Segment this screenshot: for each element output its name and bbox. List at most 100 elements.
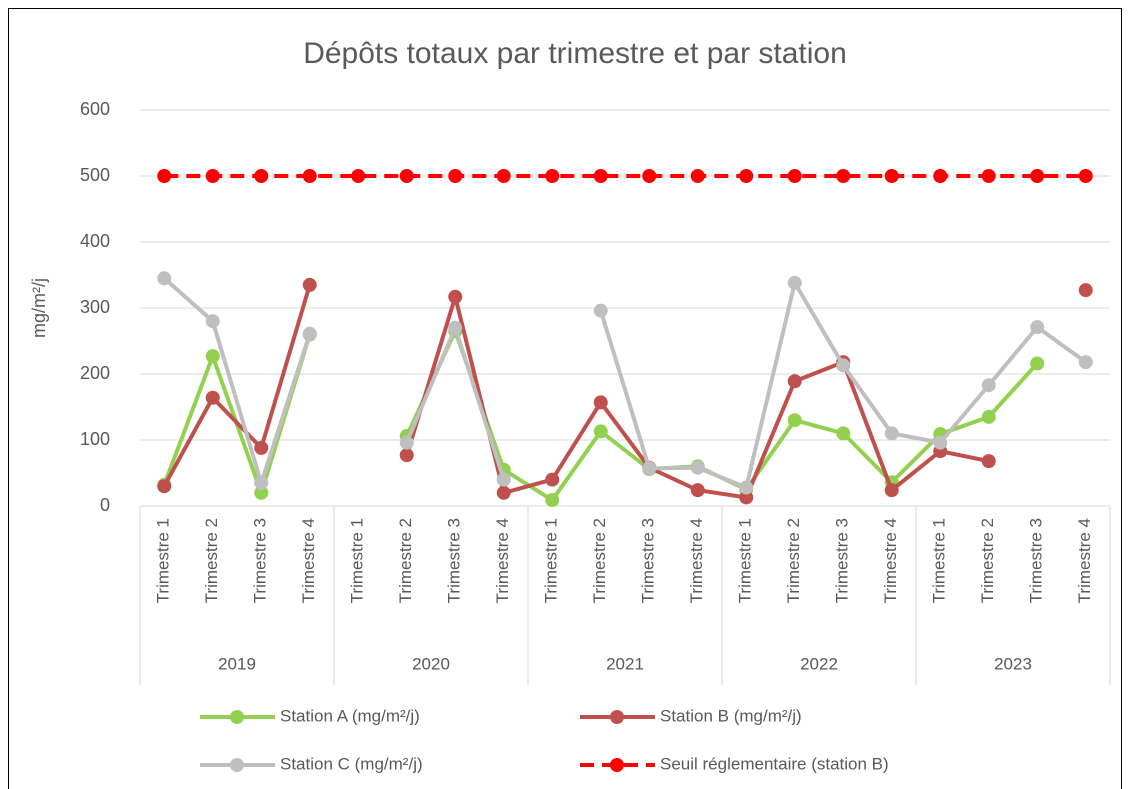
x-group-label: 2021 [606,654,644,673]
y-tick-label: 0 [100,495,110,515]
series-marker [593,424,608,439]
series-line [404,325,506,481]
series-marker [157,271,172,286]
series-marker [205,314,220,329]
series-marker [739,169,754,183]
series-marker [1030,356,1045,371]
legend-label: Station C (mg/m²/j) [280,754,423,773]
x-group-label: 2023 [994,654,1032,673]
x-group-label: 2019 [218,654,256,673]
x-tick-label: Trimestre 2 [978,518,997,603]
series-marker [739,480,754,495]
y-tick-label: 200 [80,363,110,383]
x-tick-label: Trimestre 4 [493,518,512,603]
x-tick-label: Trimestre 4 [299,518,318,603]
series-marker [690,169,705,183]
x-tick-label: Trimestre 3 [1027,518,1046,603]
series-marker [981,169,996,183]
series-line [162,276,312,485]
series-marker [787,169,802,183]
series-marker [593,395,608,410]
series-marker [642,169,657,183]
x-tick-label: Trimestre 1 [348,518,367,603]
y-tick-label: 600 [80,99,110,119]
x-tick-label: Trimestre 4 [687,518,706,603]
series-marker [836,426,851,441]
series-marker [448,169,463,183]
series-marker [545,169,560,183]
series-marker [545,472,560,487]
y-tick-label: 100 [80,429,110,449]
series-marker [787,374,802,389]
x-tick-label: Trimestre 1 [542,518,561,603]
y-tick-label: 400 [80,231,110,251]
series-marker [302,326,317,341]
series-marker [254,440,269,455]
series-marker [496,169,511,183]
x-tick-label: Trimestre 1 [930,518,949,603]
series-marker [302,169,317,183]
series-marker [836,358,851,373]
legend-label: Seuil réglementaire (station B) [660,754,889,773]
legend-label: Station B (mg/m²/j) [660,706,802,725]
series-marker [593,169,608,183]
series-marker [399,169,414,183]
x-tick-label: Trimestre 1 [154,518,173,603]
series-marker [739,490,754,505]
series-marker [545,493,560,508]
x-tick-label: Trimestre 2 [784,518,803,603]
series-marker [933,169,948,183]
series-marker [496,472,511,487]
chart-title: Dépôts totaux par trimestre et par stati… [303,37,847,70]
legend-marker [230,758,244,772]
series-marker [205,169,220,183]
series-marker [254,475,269,490]
series-marker [884,426,899,441]
series-marker [884,483,899,498]
x-tick-label: Trimestre 1 [736,518,755,603]
series-marker [351,169,366,183]
series-marker [254,485,269,500]
series-marker [884,169,899,183]
series-marker [205,349,220,364]
series-marker [1078,169,1093,183]
series-marker [593,303,608,318]
series-marker [1078,283,1093,298]
series-line [598,280,1087,490]
series-marker [157,479,172,494]
x-group-label: 2022 [800,654,838,673]
y-tick-label: 300 [80,297,110,317]
legend-marker [610,710,624,724]
series-marker [787,275,802,290]
chart-border [8,8,1122,789]
series-marker [690,483,705,498]
x-tick-label: Trimestre 2 [590,518,609,603]
series-marker [1030,320,1045,335]
x-tick-label: Trimestre 3 [251,518,270,603]
series-marker [496,485,511,500]
series-marker [1030,169,1045,183]
series-line [162,284,312,488]
series-marker [981,454,996,469]
x-tick-label: Trimestre 4 [1075,518,1094,603]
x-tick-label: Trimestre 2 [202,518,221,603]
series-marker [787,413,802,428]
series-marker [205,390,220,405]
x-tick-label: Trimestre 3 [445,518,464,603]
x-group-label: 2020 [412,654,450,673]
series-marker [448,320,463,335]
series-marker [981,409,996,424]
series-marker [836,169,851,183]
series-marker [642,461,657,476]
series-marker [933,435,948,450]
x-tick-label: Trimestre 3 [833,518,852,603]
series-marker [1078,355,1093,370]
series-marker [399,448,414,463]
y-axis-title: mg/m²/j [29,278,49,338]
legend-marker [230,710,244,724]
series-marker [690,460,705,475]
x-tick-label: Trimestre 2 [396,518,415,603]
y-tick-label: 500 [80,165,110,185]
series-marker [448,289,463,304]
